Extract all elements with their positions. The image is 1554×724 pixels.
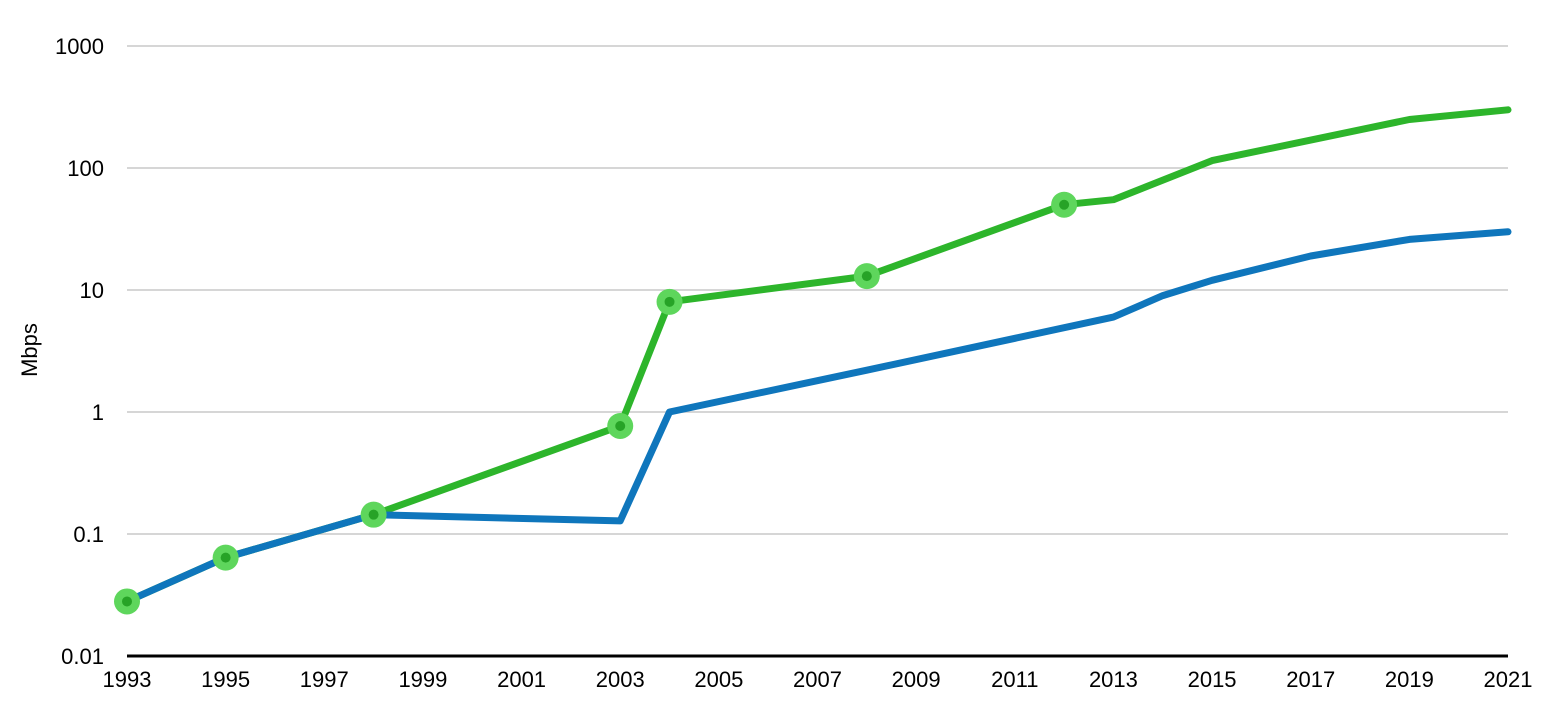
x-tick-label-2013: 2013 — [1089, 667, 1138, 692]
marker-dot-1998 — [368, 509, 379, 520]
x-tick-label-1997: 1997 — [300, 667, 349, 692]
y-tick-label-0.1: 0.1 — [73, 522, 104, 547]
marker-dot-2012 — [1059, 199, 1070, 210]
marker-dot-2008 — [861, 271, 872, 282]
x-tick-label-2011: 2011 — [991, 667, 1038, 692]
x-tick-label-2007: 2007 — [793, 667, 842, 692]
x-tick-label-2005: 2005 — [694, 667, 743, 692]
x-tick-label-2003: 2003 — [596, 667, 645, 692]
x-tick-label-2015: 2015 — [1188, 667, 1237, 692]
marker-dot-2003 — [615, 420, 626, 431]
marker-dot-2004 — [664, 296, 675, 307]
y-tick-label-1: 1 — [92, 400, 104, 425]
marker-dot-1993 — [122, 596, 132, 607]
y-tick-label-100: 100 — [67, 156, 104, 181]
x-tick-label-1995: 1995 — [201, 667, 250, 692]
y-axis-title: Mbps — [17, 323, 42, 377]
marker-dot-1995 — [220, 552, 231, 563]
x-tick-label-1999: 1999 — [398, 667, 447, 692]
y-tick-label-1000: 1000 — [55, 34, 104, 59]
y-tick-label-0.01: 0.01 — [61, 644, 104, 669]
series-line-blue-line — [123, 228, 1512, 605]
y-tick-label-10: 10 — [80, 278, 104, 303]
x-tick-label-1993: 1993 — [103, 667, 152, 692]
x-tick-label-2019: 2019 — [1385, 667, 1434, 692]
x-tick-label-2017: 2017 — [1286, 667, 1335, 692]
x-tick-label-2001: 2001 — [497, 667, 546, 692]
x-tick-label-2009: 2009 — [892, 667, 941, 692]
x-tick-label-2021: 2021 — [1484, 667, 1533, 692]
